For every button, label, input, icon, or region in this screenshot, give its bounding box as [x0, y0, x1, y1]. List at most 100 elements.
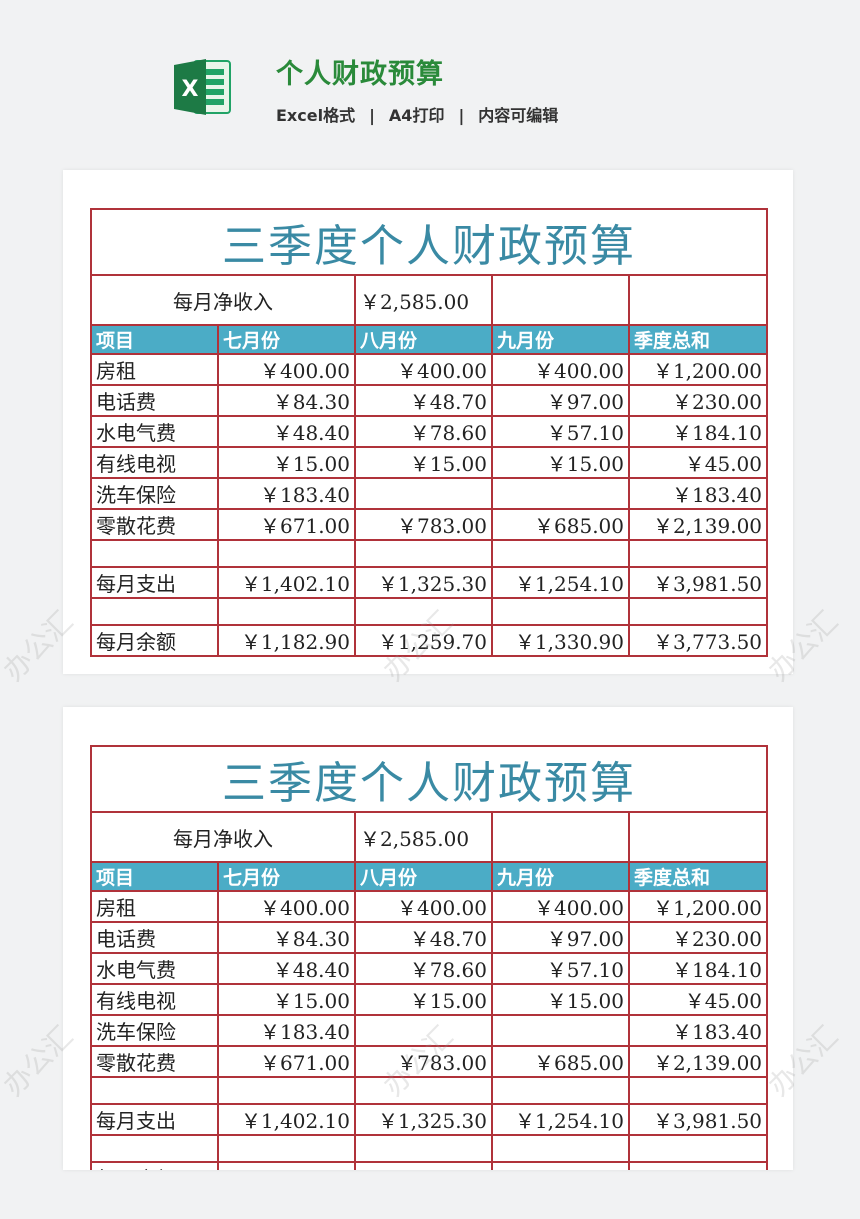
amount-cell: ￥3,773.50	[627, 1161, 769, 1170]
table-row: 洗车保险 ￥183.40 ￥183.40	[90, 477, 769, 510]
row-label: 水电气费	[90, 415, 219, 448]
amount-cell: ￥230.00	[627, 384, 769, 417]
amount-cell: ￥48.70	[354, 384, 493, 417]
svg-text:X: X	[182, 77, 199, 102]
column-header: 九月份	[491, 861, 630, 892]
table-row: 有线电视 ￥15.00 ￥15.00 ￥15.00 ￥45.00	[90, 983, 769, 1016]
table-row: 每月支出 ￥1,402.10 ￥1,325.30 ￥1,254.10 ￥3,981.50	[90, 566, 769, 599]
table-row: 房租 ￥400.00 ￥400.00 ￥400.00 ￥1,200.00	[90, 890, 769, 923]
amount-cell: ￥400.00	[217, 890, 356, 923]
column-header: 八月份	[354, 861, 493, 892]
amount-cell: ￥400.00	[354, 890, 493, 923]
amount-cell	[354, 1014, 493, 1047]
table-row	[90, 1076, 769, 1105]
table-row: 每月支出 ￥1,402.10 ￥1,325.30 ￥1,254.10 ￥3,981.50	[90, 1103, 769, 1136]
row-label: 洗车保险	[90, 477, 219, 510]
amount-cell: ￥48.40	[217, 415, 356, 448]
amount-cell	[217, 539, 356, 568]
amount-cell: ￥57.10	[491, 415, 630, 448]
amount-cell: ￥48.70	[354, 921, 493, 954]
table-row: 零散花费 ￥671.00 ￥783.00 ￥685.00 ￥2,139.00	[90, 1045, 769, 1078]
row-label: 有线电视	[90, 446, 219, 479]
sheet-title: 三季度个人财政预算	[89, 208, 769, 276]
row-label: 每月余额	[90, 624, 219, 657]
amount-cell	[627, 539, 769, 568]
preview-card-2: 三季度个人财政预算 每月净收入 ￥2,585.00 项目 七月份 八月份 九月份 季度总和 房租…	[63, 707, 793, 1170]
row-label: 房租	[90, 353, 219, 386]
row-label: 每月支出	[90, 566, 219, 599]
amount-cell: ￥84.30	[217, 384, 356, 417]
amount-cell: ￥3,773.50	[627, 624, 769, 657]
excel-icon: X	[174, 59, 231, 115]
amount-cell: ￥2,139.00	[627, 1045, 769, 1078]
table-row: 房租 ￥400.00 ￥400.00 ￥400.00 ￥1,200.00	[90, 353, 769, 386]
meta-line: Excel格式 | A4打印 | 内容可编辑	[276, 102, 558, 126]
amount-cell	[491, 1014, 630, 1047]
amount-cell: ￥183.40	[627, 1014, 769, 1047]
amount-cell: ￥15.00	[354, 983, 493, 1016]
amount-cell: ￥48.40	[217, 952, 356, 985]
income-label: 每月净收入	[90, 274, 356, 326]
amount-cell: ￥1,182.90	[217, 624, 356, 657]
row-label	[90, 539, 219, 568]
amount-cell: ￥1,330.90	[491, 1161, 630, 1170]
page-title: 个人财政预算	[276, 59, 444, 90]
table-row	[90, 539, 769, 568]
amount-cell: ￥15.00	[491, 446, 630, 479]
row-label: 零散花费	[90, 508, 219, 541]
amount-cell	[217, 597, 356, 626]
amount-cell: ￥84.30	[217, 921, 356, 954]
amount-cell: ￥97.00	[491, 921, 630, 954]
amount-cell: ￥400.00	[491, 353, 630, 386]
table-row: 水电气费 ￥48.40 ￥78.60 ￥57.10 ￥184.10	[90, 952, 769, 985]
amount-cell: ￥671.00	[217, 508, 356, 541]
budget-table: 三季度个人财政预算 每月净收入 ￥2,585.00 项目 七月份 八月份 九月份 季度总和 房租…	[89, 745, 769, 1170]
row-label: 每月余额	[90, 1161, 219, 1170]
amount-cell: ￥2,139.00	[627, 508, 769, 541]
column-header: 项目	[90, 861, 219, 892]
amount-cell	[491, 1134, 630, 1163]
amount-cell	[627, 597, 769, 626]
income-value: ￥2,585.00	[354, 811, 493, 863]
page-header: X 个人财政预算 Excel格式 | A4打印 | 内容可编辑	[0, 0, 860, 150]
amount-cell: ￥1,259.70	[354, 624, 493, 657]
amount-cell	[491, 539, 630, 568]
amount-cell: ￥400.00	[491, 890, 630, 923]
amount-cell: ￥15.00	[217, 446, 356, 479]
table-row: 洗车保险 ￥183.40 ￥183.40	[90, 1014, 769, 1047]
amount-cell	[354, 539, 493, 568]
row-label: 电话费	[90, 921, 219, 954]
sheet-title: 三季度个人财政预算	[89, 745, 769, 813]
header-row: 项目 七月份 八月份 九月份 季度总和	[90, 324, 769, 355]
amount-cell: ￥400.00	[354, 353, 493, 386]
amount-cell: ￥183.40	[217, 477, 356, 510]
amount-cell: ￥1,254.10	[491, 566, 630, 599]
row-label	[90, 1134, 219, 1163]
row-label: 房租	[90, 890, 219, 923]
table-row	[90, 597, 769, 626]
income-value: ￥2,585.00	[354, 274, 493, 326]
separator: |	[458, 106, 465, 125]
income-label: 每月净收入	[90, 811, 356, 863]
table-row: 每月余额￥1,182.90￥1,259.70￥1,330.90￥3,773.50	[90, 624, 769, 657]
amount-cell: ￥1,254.10	[491, 1103, 630, 1136]
title-row: 三季度个人财政预算	[89, 208, 769, 276]
row-label: 水电气费	[90, 952, 219, 985]
amount-cell	[491, 477, 630, 510]
amount-cell: ￥1,330.90	[491, 624, 630, 657]
amount-cell: ￥1,402.10	[217, 1103, 356, 1136]
amount-cell: ￥3,981.50	[627, 1103, 769, 1136]
amount-cell: ￥1,182.90	[217, 1161, 356, 1170]
amount-cell	[491, 597, 630, 626]
row-label: 每月支出	[90, 1103, 219, 1136]
amount-cell: ￥685.00	[491, 1045, 630, 1078]
row-label: 零散花费	[90, 1045, 219, 1078]
amount-cell: ￥400.00	[217, 353, 356, 386]
empty-cell	[491, 274, 630, 326]
amount-cell: ￥1,200.00	[627, 353, 769, 386]
separator: |	[369, 106, 375, 125]
row-label: 洗车保险	[90, 1014, 219, 1047]
amount-cell: ￥1,200.00	[627, 890, 769, 923]
table-row: 水电气费 ￥48.40 ￥78.60 ￥57.10 ￥184.10	[90, 415, 769, 448]
column-header: 八月份	[354, 324, 493, 355]
